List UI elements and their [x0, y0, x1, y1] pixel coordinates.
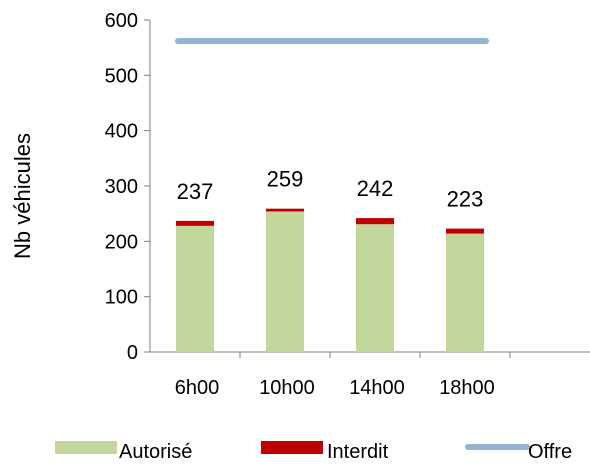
- data-label-total: 242: [357, 176, 394, 201]
- data-label-total: 223: [447, 187, 484, 212]
- data-label-total: 259: [267, 167, 304, 192]
- y-tick-label: 300: [105, 176, 138, 198]
- data-label-total: 237: [177, 179, 214, 204]
- x-tick-label: 18h00: [439, 377, 495, 399]
- bar-interdit: [446, 228, 484, 234]
- bar-autorise: [356, 224, 394, 352]
- bar-interdit: [356, 218, 394, 225]
- y-axis-label: Nb véhicules: [10, 133, 35, 259]
- y-tick-label: 500: [105, 65, 138, 87]
- bar-interdit: [176, 220, 214, 226]
- x-tick-label: 14h00: [349, 377, 405, 399]
- bar-autorise: [266, 211, 304, 352]
- y-tick-label: 600: [105, 10, 138, 32]
- legend-label-interdit: Interdit: [327, 441, 389, 462]
- legend-swatch-interdit: [261, 441, 323, 454]
- bar-autorise: [446, 233, 484, 352]
- y-tick-label: 200: [105, 231, 138, 253]
- x-tick-label: 10h00: [259, 377, 315, 399]
- bar-interdit: [266, 208, 304, 212]
- bar-autorise: [176, 225, 214, 352]
- legend-label-offre: Offre: [528, 441, 572, 462]
- x-tick-label: 6h00: [175, 377, 220, 399]
- legend-label-autorise: Autorisé: [119, 441, 192, 462]
- y-tick-label: 0: [127, 342, 138, 364]
- y-tick-label: 400: [105, 121, 138, 143]
- y-tick-label: 100: [105, 287, 138, 309]
- legend-swatch-autorise: [55, 441, 117, 454]
